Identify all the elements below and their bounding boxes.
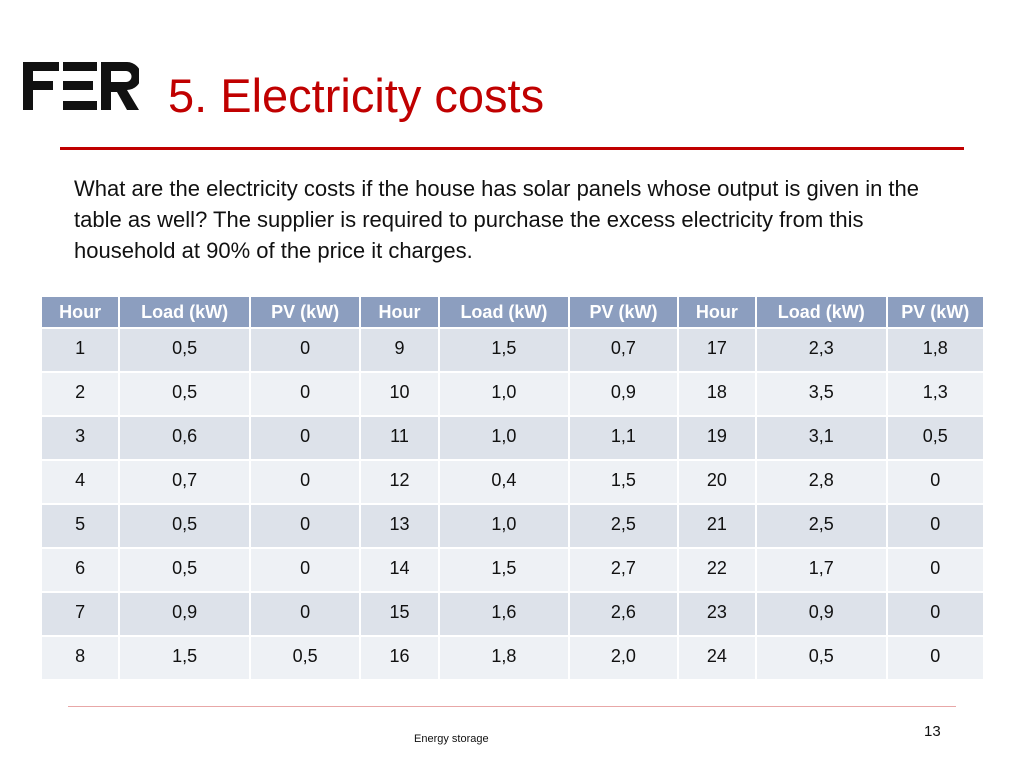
title-divider (60, 147, 964, 150)
table-header-row: Hour Load (kW) PV (kW) Hour Load (kW) PV… (42, 297, 983, 327)
page-number: 13 (924, 723, 941, 740)
table-cell: 0 (250, 373, 360, 415)
table-cell: 1,5 (439, 329, 569, 371)
table-cell: 1,7 (757, 549, 886, 591)
table-cell: 1 (42, 329, 119, 371)
table-row: 5 0,5 0 13 1,0 2,5 21 2,5 0 (42, 505, 983, 547)
table-cell: 1,0 (439, 505, 569, 547)
header-hour: Hour (42, 297, 119, 327)
table-cell: 0 (887, 549, 983, 591)
table-row: 1 0,5 0 9 1,5 0,7 17 2,3 1,8 (42, 329, 983, 371)
table-cell: 1,5 (570, 461, 677, 503)
table-cell: 0 (250, 329, 360, 371)
header-load: Load (kW) (757, 297, 886, 327)
table-cell: 2,5 (570, 505, 677, 547)
table-cell: 15 (361, 593, 438, 635)
table-cell: 1,0 (439, 417, 569, 459)
table-cell: 0,5 (120, 549, 249, 591)
table-cell: 2,7 (570, 549, 677, 591)
table-cell: 24 (678, 637, 755, 679)
table-cell: 0 (250, 417, 360, 459)
load-pv-table: Hour Load (kW) PV (kW) Hour Load (kW) PV… (40, 295, 985, 681)
table-cell: 17 (678, 329, 755, 371)
table-cell: 2,5 (757, 505, 886, 547)
table-cell: 1,0 (439, 373, 569, 415)
table-cell: 0 (887, 637, 983, 679)
table-cell: 0,5 (120, 373, 249, 415)
header-hour: Hour (678, 297, 755, 327)
table-cell: 19 (678, 417, 755, 459)
header-load: Load (kW) (120, 297, 249, 327)
table-cell: 0 (887, 505, 983, 547)
header-load: Load (kW) (439, 297, 569, 327)
footer-text: Energy storage (414, 733, 489, 745)
table-cell: 18 (678, 373, 755, 415)
table-cell: 0,7 (570, 329, 677, 371)
table-row: 4 0,7 0 12 0,4 1,5 20 2,8 0 (42, 461, 983, 503)
slide-title: 5. Electricity costs (168, 69, 545, 122)
table-cell: 0,5 (120, 505, 249, 547)
table-cell: 0,9 (570, 373, 677, 415)
table-cell: 11 (361, 417, 438, 459)
table-cell: 0,5 (250, 637, 360, 679)
table-cell: 0 (250, 461, 360, 503)
table-cell: 8 (42, 637, 119, 679)
table-cell: 0 (250, 593, 360, 635)
table-cell: 3,1 (757, 417, 886, 459)
table-cell: 0 (250, 505, 360, 547)
table-cell: 2 (42, 373, 119, 415)
table-cell: 1,6 (439, 593, 569, 635)
table-row: 7 0,9 0 15 1,6 2,6 23 0,9 0 (42, 593, 983, 635)
table-cell: 13 (361, 505, 438, 547)
table-cell: 2,6 (570, 593, 677, 635)
table-row: 3 0,6 0 11 1,0 1,1 19 3,1 0,5 (42, 417, 983, 459)
table-cell: 0,6 (120, 417, 249, 459)
table-cell: 22 (678, 549, 755, 591)
table-row: 6 0,5 0 14 1,5 2,7 22 1,7 0 (42, 549, 983, 591)
table-cell: 5 (42, 505, 119, 547)
table-cell: 0 (250, 549, 360, 591)
table-cell: 1,1 (570, 417, 677, 459)
table-cell: 1,5 (120, 637, 249, 679)
table-cell: 2,0 (570, 637, 677, 679)
table-cell: 1,8 (887, 329, 983, 371)
table-cell: 0,5 (120, 329, 249, 371)
table-cell: 0,7 (120, 461, 249, 503)
table-cell: 0,9 (757, 593, 886, 635)
intro-text: What are the electricity costs if the ho… (74, 176, 920, 263)
fer-logo (23, 62, 139, 110)
table-cell: 1,3 (887, 373, 983, 415)
header-pv: PV (kW) (250, 297, 360, 327)
table-cell: 23 (678, 593, 755, 635)
table-cell: 7 (42, 593, 119, 635)
table-cell: 9 (361, 329, 438, 371)
table-cell: 1,5 (439, 549, 569, 591)
table-cell: 2,3 (757, 329, 886, 371)
table-row: 8 1,5 0,5 16 1,8 2,0 24 0,5 0 (42, 637, 983, 679)
table-cell: 0,9 (120, 593, 249, 635)
table-cell: 12 (361, 461, 438, 503)
table-cell: 0 (887, 461, 983, 503)
table-cell: 3 (42, 417, 119, 459)
table-cell: 0,4 (439, 461, 569, 503)
table-cell: 6 (42, 549, 119, 591)
footer-divider (68, 706, 956, 707)
table-row: 2 0,5 0 10 1,0 0,9 18 3,5 1,3 (42, 373, 983, 415)
table-cell: 4 (42, 461, 119, 503)
table-cell: 16 (361, 637, 438, 679)
table-cell: 1,8 (439, 637, 569, 679)
table-cell: 0,5 (757, 637, 886, 679)
table-cell: 0,5 (887, 417, 983, 459)
table-cell: 20 (678, 461, 755, 503)
table-cell: 3,5 (757, 373, 886, 415)
header-hour: Hour (361, 297, 438, 327)
header-pv: PV (kW) (887, 297, 983, 327)
table-cell: 0 (887, 593, 983, 635)
table-cell: 2,8 (757, 461, 886, 503)
table-cell: 14 (361, 549, 438, 591)
table-cell: 21 (678, 505, 755, 547)
table-cell: 10 (361, 373, 438, 415)
header-pv: PV (kW) (570, 297, 677, 327)
